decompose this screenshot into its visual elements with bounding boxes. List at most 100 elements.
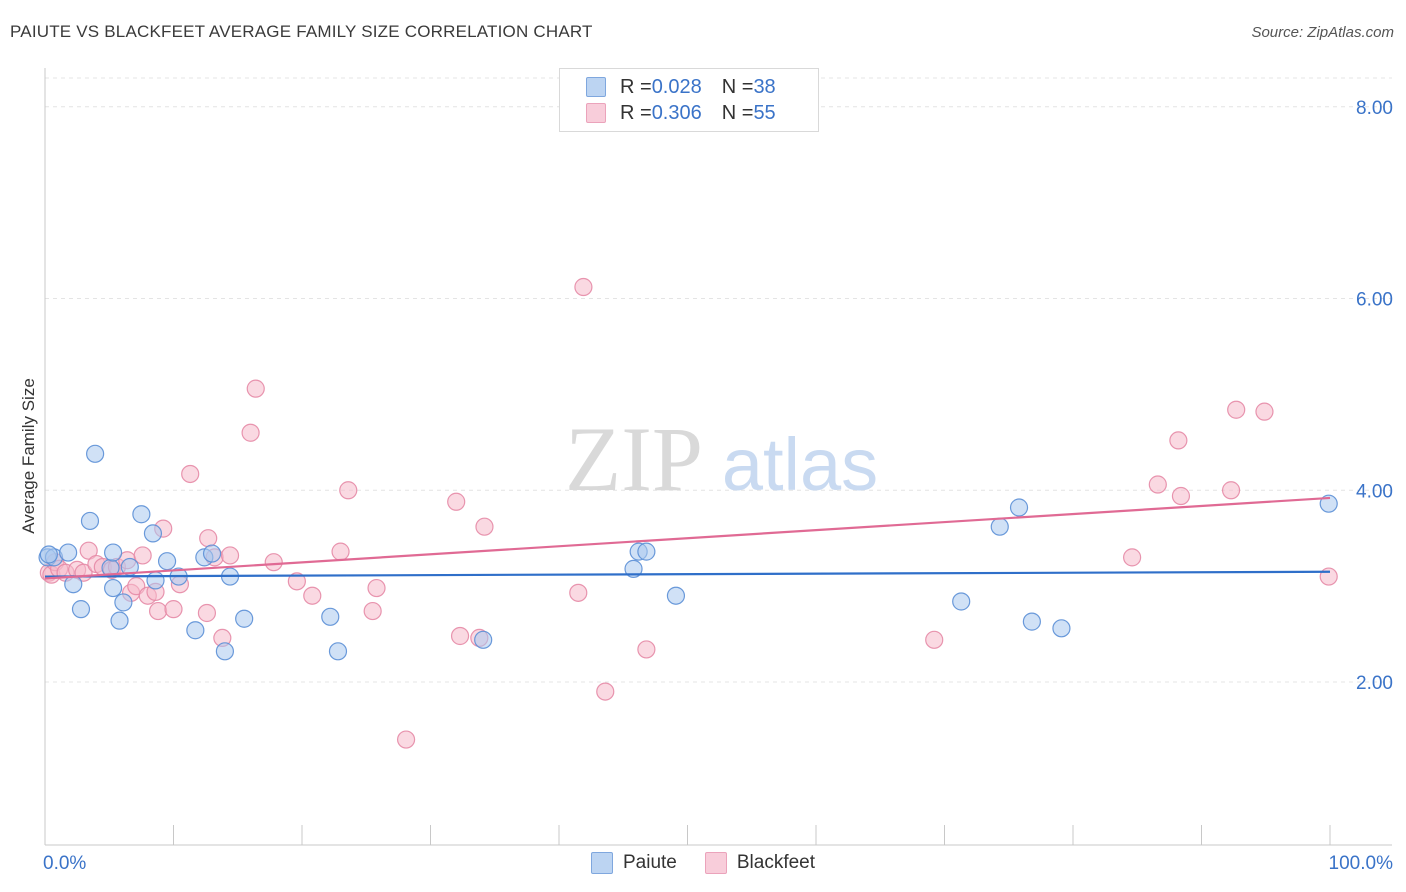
blackfeet-point bbox=[637, 640, 656, 659]
paiute-point bbox=[202, 544, 222, 563]
blackfeet-point bbox=[264, 553, 283, 572]
watermark-zip: ZIP bbox=[565, 408, 703, 510]
legend-item-paiute: Paiute bbox=[590, 852, 677, 874]
series-legend: Paiute Blackfeet bbox=[0, 852, 1406, 874]
blackfeet-point bbox=[1171, 486, 1191, 506]
paiute-point bbox=[104, 543, 123, 562]
paiute-point bbox=[1022, 612, 1041, 631]
paiute-point bbox=[110, 611, 129, 630]
blackfeet-point bbox=[1123, 548, 1142, 567]
blackfeet-point bbox=[241, 423, 260, 442]
legend-row-blackfeet: R = 0.306 N = 55 bbox=[586, 101, 776, 125]
r-label: R = bbox=[620, 101, 652, 124]
blackfeet-point bbox=[367, 578, 386, 598]
blackfeet-swatch bbox=[586, 103, 606, 123]
paiute-point bbox=[186, 621, 205, 640]
blackfeet-point bbox=[1255, 402, 1274, 421]
blackfeet-point bbox=[1148, 475, 1167, 494]
blackfeet-point bbox=[331, 542, 350, 561]
data-points bbox=[38, 277, 1338, 749]
legend-row-paiute: R = 0.028 N = 38 bbox=[586, 75, 776, 99]
blackfeet-point bbox=[287, 572, 306, 591]
blackfeet-point bbox=[199, 529, 218, 548]
paiute-point bbox=[474, 630, 493, 649]
paiute-point bbox=[235, 609, 254, 628]
paiute-point bbox=[990, 517, 1009, 536]
trend-lines bbox=[44, 496, 1331, 580]
blackfeet-point bbox=[396, 730, 416, 749]
paiute-point bbox=[114, 593, 133, 612]
tick-labels: 2.00 4.00 6.00 8.00 0.0% 100.0% bbox=[43, 98, 1393, 874]
r-value: 0.306 bbox=[651, 101, 702, 124]
paiute-point bbox=[952, 592, 971, 611]
paiute-point bbox=[1319, 494, 1338, 513]
paiute-point bbox=[86, 444, 105, 463]
blackfeet-point bbox=[363, 601, 382, 621]
blackfeet-point bbox=[475, 517, 494, 536]
blackfeet-legend-label: Blackfeet bbox=[736, 852, 816, 873]
paiute-point bbox=[328, 642, 348, 661]
n-value: 55 bbox=[753, 101, 776, 124]
paiute-legend-swatch bbox=[590, 852, 613, 874]
paiute-trend-line bbox=[44, 570, 1331, 578]
paiute-point bbox=[215, 642, 234, 661]
blackfeet-point bbox=[79, 541, 98, 560]
n-value: 38 bbox=[753, 75, 776, 98]
paiute-point bbox=[71, 600, 91, 619]
blackfeet-point bbox=[1221, 481, 1241, 500]
source-label: Source: ZipAtlas.com bbox=[1251, 24, 1394, 41]
blackfeet-point bbox=[925, 630, 944, 649]
legend-item-blackfeet: Blackfeet bbox=[704, 852, 816, 874]
blackfeet-point bbox=[450, 626, 470, 646]
paiute-point bbox=[321, 607, 340, 626]
paiute-point bbox=[624, 559, 643, 578]
blackfeet-legend-swatch bbox=[704, 852, 727, 874]
grid bbox=[45, 77, 1392, 683]
x-tick-label: 0.0% bbox=[43, 853, 86, 874]
blackfeet-point bbox=[1319, 567, 1338, 586]
paiute-point bbox=[59, 543, 78, 562]
blackfeet-point bbox=[220, 546, 240, 565]
y-tick-label: 6.00 bbox=[1356, 290, 1393, 311]
n-label: N = bbox=[721, 101, 754, 124]
y-tick-label: 8.00 bbox=[1356, 98, 1393, 119]
watermark-atlas: atlas bbox=[722, 423, 878, 506]
paiute-point bbox=[146, 571, 165, 590]
blackfeet-point bbox=[574, 277, 593, 297]
paiute-legend-label: Paiute bbox=[622, 852, 677, 873]
paiute-point bbox=[666, 586, 686, 605]
x-tick-label: 100.0% bbox=[1329, 853, 1394, 874]
y-tick-label: 2.00 bbox=[1356, 673, 1393, 694]
blackfeet-point bbox=[197, 603, 217, 623]
paiute-swatch bbox=[586, 77, 606, 97]
paiute-point bbox=[132, 505, 151, 524]
correlation-legend: R = 0.028 N = 38 R = 0.306 N = 55 bbox=[559, 68, 819, 132]
blackfeet-point bbox=[596, 682, 615, 701]
blackfeet-point bbox=[339, 481, 358, 500]
blackfeet-point bbox=[303, 586, 322, 605]
blackfeet-point bbox=[133, 546, 152, 565]
paiute-point bbox=[1009, 498, 1029, 517]
paiute-point bbox=[1052, 619, 1071, 638]
paiute-point bbox=[157, 552, 177, 571]
paiute-point bbox=[143, 524, 163, 543]
blackfeet-point bbox=[246, 379, 265, 398]
blackfeet-point bbox=[447, 492, 466, 511]
paiute-point bbox=[64, 575, 83, 594]
axes bbox=[44, 68, 1392, 846]
blackfeet-point bbox=[148, 601, 168, 621]
blackfeet-point bbox=[181, 464, 200, 484]
paiute-point bbox=[637, 542, 656, 561]
r-label: R = bbox=[620, 75, 652, 98]
paiute-point bbox=[80, 511, 100, 531]
y-axis-label: Average Family Size bbox=[19, 378, 38, 534]
chart-title: PAIUTE VS BLACKFEET AVERAGE FAMILY SIZE … bbox=[10, 22, 593, 41]
blackfeet-point bbox=[1227, 400, 1246, 419]
blackfeet-point bbox=[164, 600, 183, 619]
blackfeet-point bbox=[1169, 431, 1188, 450]
blackfeet-trend-line bbox=[44, 496, 1331, 580]
y-tick-label: 4.00 bbox=[1356, 481, 1393, 502]
paiute-point bbox=[39, 545, 58, 564]
paiute-point bbox=[104, 578, 123, 598]
